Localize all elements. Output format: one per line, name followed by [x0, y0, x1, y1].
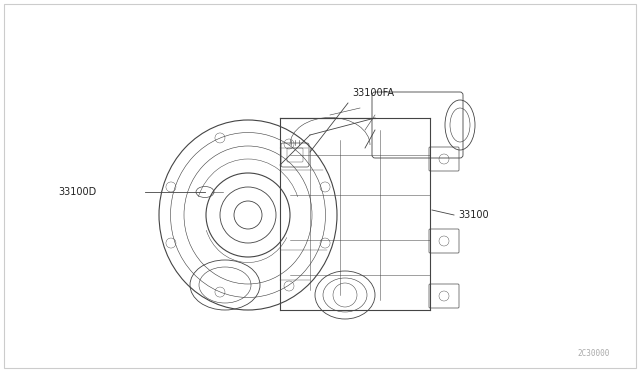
Text: 33100D: 33100D [58, 187, 96, 197]
Text: 33100FA: 33100FA [352, 88, 394, 98]
Text: 2C30000: 2C30000 [578, 349, 610, 358]
Text: 33100: 33100 [458, 210, 488, 220]
